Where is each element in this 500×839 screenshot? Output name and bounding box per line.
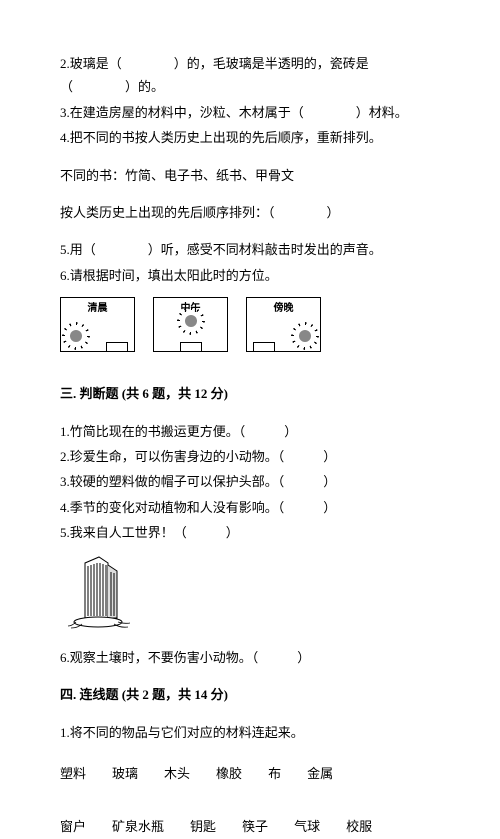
question-6: 6.请根据时间，填出太阳此时的方位。	[60, 264, 440, 287]
judge-2: 2.珍爱生命，可以伤害身边的小动物。（ ）	[60, 445, 440, 468]
diagram-morning: 清晨	[60, 297, 135, 352]
material-item: 玻璃	[112, 762, 138, 785]
link-question-1: 1.将不同的物品与它们对应的材料连起来。	[60, 721, 440, 744]
objects-row: 窗户 矿泉水瓶 钥匙 筷子 气球 校服	[60, 815, 440, 838]
diagram-noon: 中午	[153, 297, 228, 352]
material-item: 橡胶	[216, 762, 242, 785]
object-item: 窗户	[60, 815, 86, 838]
material-item: 金属	[307, 762, 333, 785]
material-item: 木头	[164, 762, 190, 785]
ground-icon	[253, 342, 275, 352]
diagram-evening: 傍晚	[246, 297, 321, 352]
section-4-title: 四. 连线题 (共 2 题，共 14 分)	[60, 683, 440, 706]
judge-1: 1.竹简比现在的书搬运更方便。（ ）	[60, 420, 440, 443]
sun-diagram-row: 清晨 中午 傍晚	[60, 297, 440, 352]
sun-icon	[296, 327, 314, 345]
judge-3: 3.较硬的塑料做的帽子可以保护头部。（ ）	[60, 470, 440, 493]
question-4-order: 按人类历史上出现的先后顺序排列：（ ）	[60, 201, 440, 224]
judge-5: 5.我来自人工世界！（ ）	[60, 521, 440, 544]
object-item: 钥匙	[190, 815, 216, 838]
question-5: 5.用（ ）听，感受不同材料敲击时发出的声音。	[60, 238, 440, 261]
ground-icon	[106, 342, 128, 352]
diagram-evening-label: 傍晚	[272, 300, 296, 318]
material-item: 塑料	[60, 762, 86, 785]
object-item: 校服	[346, 815, 372, 838]
sun-icon	[182, 312, 200, 330]
material-item: 布	[268, 762, 281, 785]
question-4-books: 不同的书：竹简、电子书、纸书、甲骨文	[60, 164, 440, 187]
question-2: 2.玻璃是（ ）的，毛玻璃是半透明的，瓷砖是（ ）的。	[60, 52, 440, 99]
object-item: 矿泉水瓶	[112, 815, 164, 838]
question-3: 3.在建造房屋的材料中，沙粒、木材属于（ ）材料。	[60, 101, 440, 124]
sun-icon	[67, 327, 85, 345]
judge-6: 6.观察土壤时，不要伤害小动物。（ ）	[60, 646, 440, 669]
diagram-morning-label: 清晨	[86, 300, 110, 318]
section-3-title: 三. 判断题 (共 6 题，共 12 分)	[60, 382, 440, 405]
materials-row: 塑料 玻璃 木头 橡胶 布 金属	[60, 762, 440, 785]
object-item: 气球	[294, 815, 320, 838]
building-icon	[68, 554, 130, 632]
judge-4: 4.季节的变化对动植物和人没有影响。（ ）	[60, 496, 440, 519]
question-4: 4.把不同的书按人类历史上出现的先后顺序，重新排列。	[60, 126, 440, 149]
object-item: 筷子	[242, 815, 268, 838]
ground-icon	[180, 342, 202, 352]
